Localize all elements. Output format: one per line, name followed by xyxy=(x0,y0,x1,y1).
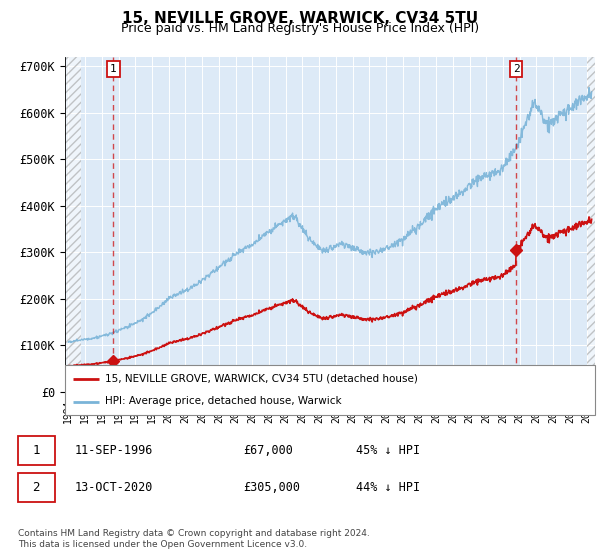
Text: £67,000: £67,000 xyxy=(244,444,293,457)
Bar xyxy=(18,473,55,502)
Text: 44% ↓ HPI: 44% ↓ HPI xyxy=(356,481,421,494)
Text: 15, NEVILLE GROVE, WARWICK, CV34 5TU: 15, NEVILLE GROVE, WARWICK, CV34 5TU xyxy=(122,11,478,26)
Text: 2: 2 xyxy=(32,481,40,494)
Text: 13-OCT-2020: 13-OCT-2020 xyxy=(74,481,153,494)
Text: 1: 1 xyxy=(110,64,117,74)
Text: 15, NEVILLE GROVE, WARWICK, CV34 5TU (detached house): 15, NEVILLE GROVE, WARWICK, CV34 5TU (de… xyxy=(105,374,418,384)
Text: HPI: Average price, detached house, Warwick: HPI: Average price, detached house, Warw… xyxy=(105,396,341,407)
Text: 11-SEP-1996: 11-SEP-1996 xyxy=(74,444,153,457)
Text: 2: 2 xyxy=(513,64,520,74)
Bar xyxy=(65,57,81,392)
Text: 1: 1 xyxy=(32,444,40,457)
Text: Contains HM Land Registry data © Crown copyright and database right 2024.
This d: Contains HM Land Registry data © Crown c… xyxy=(18,529,370,549)
Bar xyxy=(587,57,595,392)
Text: Price paid vs. HM Land Registry's House Price Index (HPI): Price paid vs. HM Land Registry's House … xyxy=(121,22,479,35)
Bar xyxy=(18,436,55,465)
Text: 45% ↓ HPI: 45% ↓ HPI xyxy=(356,444,421,457)
Text: £305,000: £305,000 xyxy=(244,481,301,494)
